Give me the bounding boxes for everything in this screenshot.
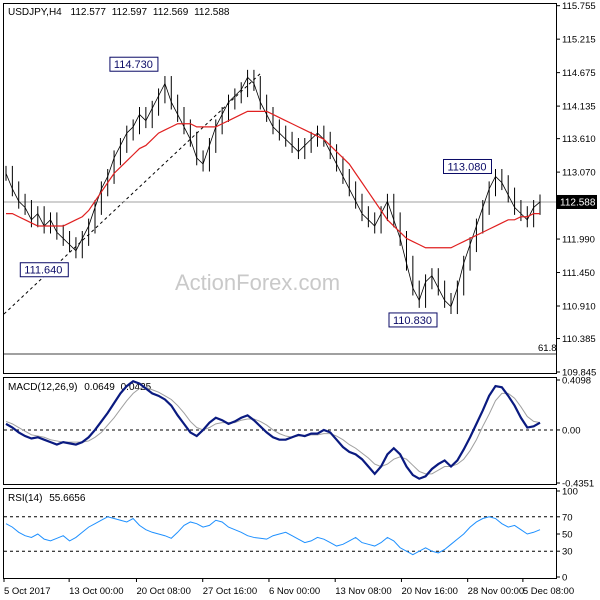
macd-y-tick-label: -0.4351 <box>562 479 594 490</box>
ohlc-high: 112.597 <box>112 7 148 18</box>
macd-y-tick-label: 0.00 <box>562 425 581 436</box>
price-panel-header: USDJPY,H4 112.577 112.597 112.569 112.58… <box>8 7 230 18</box>
rsi-title: RSI(14) <box>8 493 42 504</box>
price-callout-label: 113.080 <box>448 161 487 173</box>
moving-average-line <box>6 110 540 249</box>
price-y-tick-label: 109.845 <box>562 368 596 379</box>
rsi-y-tick-label: 70 <box>562 512 573 523</box>
price-y-tick-label: 113.070 <box>562 168 596 179</box>
x-tick-label: 28 Nov 00:00 <box>468 586 525 597</box>
price-y-tick-label: 111.450 <box>562 268 595 279</box>
price-callout-box <box>443 158 492 174</box>
price-callout-label: 114.730 <box>114 59 153 71</box>
ohlc-close: 112.588 <box>194 7 230 18</box>
macd-y-tick-label: 0.4098 <box>562 376 591 387</box>
fib-label: 61.8 <box>538 343 557 354</box>
macd-value: 0.0649 <box>84 382 115 393</box>
macd-panel-frame <box>3 377 557 485</box>
x-tick-label: 13 Oct 00:00 <box>69 586 123 597</box>
trendline <box>3 71 263 315</box>
price-panel-frame <box>3 3 557 374</box>
macd-panel-header: MACD(12,26,9) 0.0649 0.0425 <box>8 382 152 393</box>
x-tick-label: 20 Oct 08:00 <box>136 586 190 597</box>
price-y-tick-label: 113.610 <box>562 134 596 145</box>
x-tick-label: 6 Nov 00:00 <box>269 586 320 597</box>
x-tick-label: 5 Dec 08:00 <box>523 586 574 597</box>
current-price-box <box>557 194 597 209</box>
x-tick-label: 5 Oct 2017 <box>4 586 50 597</box>
price-callout-box <box>388 312 438 328</box>
rsi-y-tick-label: 50 <box>562 530 573 541</box>
rsi-y-tick-label: 100 <box>562 487 578 498</box>
price-callout-label: 111.640 <box>24 265 62 277</box>
x-tick-label: 13 Nov 08:00 <box>335 586 392 597</box>
rsi-y-tick-label: 0 <box>562 573 567 584</box>
price-symbol: USDJPY,H4 <box>8 7 62 18</box>
ohlc-low: 112.569 <box>153 7 189 18</box>
rsi-value: 55.6656 <box>49 493 86 504</box>
rsi-line <box>5 516 541 556</box>
price-y-tick-label: 111.990 <box>562 235 595 246</box>
macd-line <box>5 379 541 480</box>
plot-layer: 115.755 115.215 114.675 114.135 113.610 113.0… <box>3 1 597 597</box>
macd-title: MACD(12,26,9) <box>8 382 77 393</box>
price-callout-box <box>19 262 69 278</box>
price-y-tick-label: 115.215 <box>562 35 596 46</box>
price-callout-label: 110.830 <box>393 315 432 327</box>
price-line <box>5 76 541 308</box>
watermark: ActionForex.com <box>175 270 340 295</box>
rsi-panel-header: RSI(14) 55.6656 <box>8 493 86 504</box>
price-y-tick-label: 110.910 <box>562 301 596 312</box>
price-y-tick-label: 114.135 <box>562 102 596 113</box>
price-y-tick-label: 110.385 <box>562 334 596 345</box>
price-y-tick-label: 115.755 <box>562 1 596 12</box>
current-price-label: 112.588 <box>560 197 596 208</box>
rsi-y-tick-label: 30 <box>562 547 573 558</box>
price-callout-box <box>109 56 159 72</box>
x-tick-label: 27 Oct 16:00 <box>203 586 257 597</box>
ohlc-open: 112.577 <box>71 7 107 18</box>
x-tick-label: 20 Nov 16:00 <box>401 586 458 597</box>
macd-signal-value: 0.0425 <box>121 382 152 393</box>
price-y-tick-label: 114.675 <box>562 68 596 79</box>
